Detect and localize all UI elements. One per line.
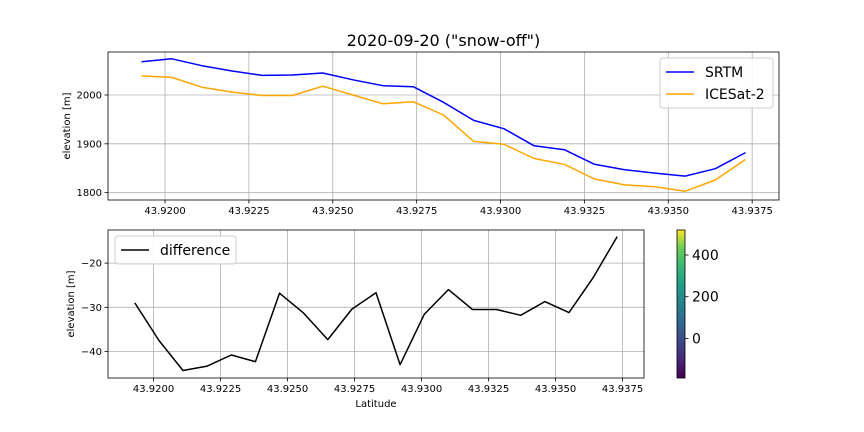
top-x-tick-label: 43.9225	[228, 206, 269, 217]
bottom-x-tick-label: 43.9375	[602, 384, 643, 395]
top-y-tick-label: 1900	[77, 139, 102, 150]
bottom-difference-chart: 43.9200 43.9225 43.9250 43.9275 43.9300 43.93…	[66, 229, 645, 410]
top-legend: SRTM ICESat-2	[659, 57, 774, 109]
top-y-axis-label: elevation [m]	[62, 92, 73, 159]
bottom-y-tick-label: −40	[81, 347, 102, 358]
colorbar-ticks: 0 200 400	[685, 248, 719, 347]
top-x-tick-label: 43.9200	[144, 206, 185, 217]
legend-label: SRTM	[705, 65, 743, 81]
top-elevation-chart: 43.9200 43.9225 43.9250 43.9275 43.9300 43.93…	[62, 31, 780, 217]
series-line-difference	[134, 236, 618, 372]
bottom-x-tick-label: 43.9350	[535, 384, 576, 395]
top-x-tick-label: 43.9275	[396, 206, 437, 217]
legend-frame	[659, 57, 774, 109]
bottom-x-axis-label: Latitude	[355, 399, 396, 410]
top-series-lines	[141, 58, 746, 192]
colorbar-tick-label: 0	[692, 331, 701, 347]
bottom-x-tick-label: 43.9275	[334, 384, 375, 395]
bottom-y-axis-label: elevation [m]	[66, 270, 77, 337]
bottom-x-tick-label: 43.9200	[133, 384, 174, 395]
top-x-tick-label: 43.9300	[480, 206, 521, 217]
top-x-tick-label: 43.9350	[648, 206, 689, 217]
top-plot-frame	[107, 51, 780, 201]
bottom-plot-frame	[107, 229, 645, 379]
top-x-tick-label: 43.9375	[731, 206, 772, 217]
bottom-legend: difference	[114, 235, 237, 265]
bottom-x-tick-label: 43.9250	[267, 384, 308, 395]
colorbar: 0 200 400	[676, 229, 719, 379]
bottom-x-tick-label: 43.9300	[401, 384, 442, 395]
top-x-tick-label: 43.9325	[564, 206, 605, 217]
legend-frame	[114, 235, 237, 265]
series-line-icesat-2	[141, 75, 746, 192]
bottom-axis-ticks: 43.9200 43.9225 43.9250 43.9275 43.9300 43.93…	[81, 259, 643, 395]
chart-title: 2020-09-20 ("snow-off")	[347, 31, 541, 50]
bottom-y-tick-label: −20	[81, 259, 102, 270]
top-y-tick-label: 1800	[77, 188, 102, 199]
colorbar-tick-label: 400	[692, 248, 719, 264]
legend-label: difference	[160, 243, 230, 259]
top-axis-ticks: 43.9200 43.9225 43.9250 43.9275 43.9300 43.93…	[77, 90, 773, 217]
legend-label: ICESat-2	[705, 87, 765, 103]
bottom-x-tick-label: 43.9225	[200, 384, 241, 395]
bottom-x-tick-label: 43.9325	[468, 384, 509, 395]
bottom-y-tick-label: −30	[81, 303, 102, 314]
bottom-series-lines	[134, 236, 618, 372]
series-line-srtm	[141, 58, 746, 177]
colorbar-tick-label: 200	[692, 290, 719, 306]
top-y-tick-label: 2000	[77, 90, 102, 101]
top-x-tick-label: 43.9250	[312, 206, 353, 217]
colorbar-gradient	[676, 229, 686, 379]
